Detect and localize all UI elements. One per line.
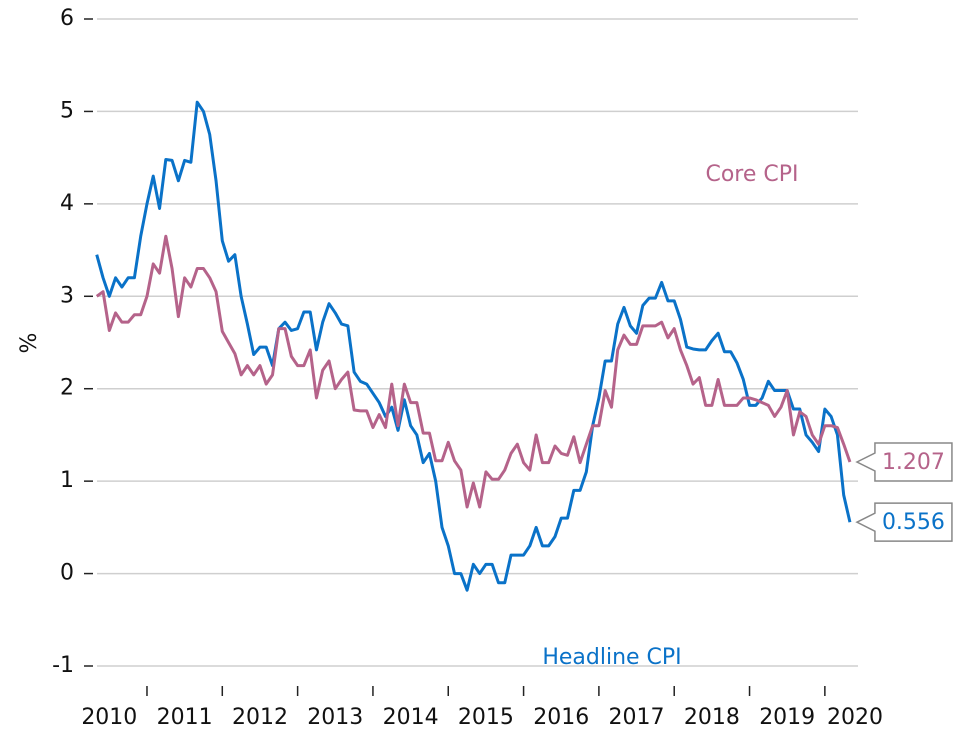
x-tick-label: 2020: [827, 705, 883, 730]
x-tick-label: 2013: [307, 705, 363, 730]
y-tick-label: 3: [60, 283, 74, 308]
y-axis-label: %: [17, 333, 42, 354]
x-tick-label: 2011: [157, 705, 213, 730]
series-label: Core CPI: [705, 162, 798, 187]
x-tick-label: 2019: [759, 705, 815, 730]
y-tick-label: -1: [52, 653, 74, 678]
end-value-label: 0.556: [882, 510, 945, 535]
callout-box: [855, 502, 953, 542]
x-tick-label: 2018: [684, 705, 740, 730]
x-tick-label: 2016: [533, 705, 589, 730]
y-tick-label: 1: [60, 468, 74, 493]
y-tick-label: 2: [60, 376, 74, 401]
callout-box: [855, 442, 953, 482]
x-tick-label: 2014: [383, 705, 439, 730]
x-tick-label: 2010: [81, 705, 137, 730]
x-tick-label: 2015: [458, 705, 514, 730]
y-tick-label: 0: [60, 561, 74, 586]
end-value-label: 1.207: [882, 450, 945, 475]
x-tick-label: 2012: [232, 705, 288, 730]
y-tick-label: 4: [60, 191, 74, 216]
y-tick-label: 5: [60, 98, 74, 123]
x-tick-label: 2017: [609, 705, 665, 730]
line-series: [95, 234, 852, 509]
y-tick-label: 6: [60, 6, 74, 31]
line-series: [95, 100, 852, 592]
series-label: Headline CPI: [542, 645, 681, 670]
